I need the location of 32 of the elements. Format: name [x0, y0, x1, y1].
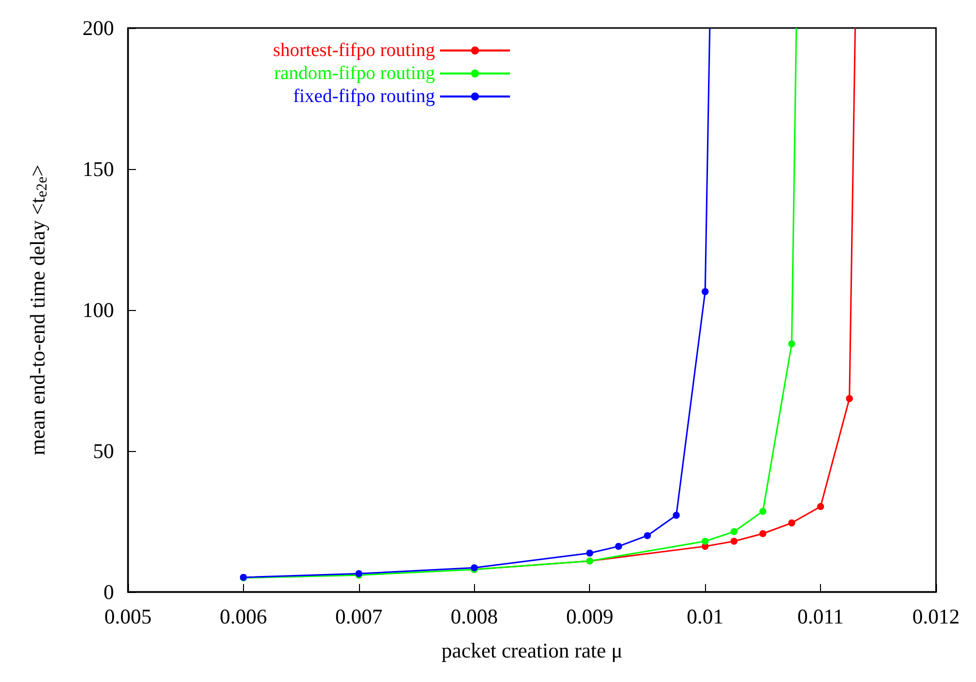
point: [759, 508, 766, 515]
legend-label: shortest-fifpo routing: [272, 40, 436, 61]
y-tick-label: 0: [104, 580, 114, 604]
y-axis-title: mean end-to-end time delay <te2e>: [26, 164, 50, 456]
x-tick-label: 0.011: [797, 604, 844, 628]
x-axis-title: packet creation rate μ: [442, 638, 622, 662]
x-tick-label: 0.009: [566, 604, 614, 628]
legend-label: random-fifpo routing: [274, 63, 436, 84]
point: [644, 532, 651, 540]
point: [730, 528, 738, 536]
point: [615, 542, 622, 550]
point: [817, 503, 824, 510]
x-tick-label: 0.006: [220, 604, 268, 628]
x-tick-label: 0.008: [450, 604, 498, 628]
x-tick-label: 0.005: [104, 604, 152, 628]
point: [702, 288, 709, 296]
point: [730, 538, 738, 545]
x-tick-label: 0.01: [686, 604, 724, 628]
point: [788, 340, 796, 348]
point: [846, 395, 853, 402]
point: [672, 512, 680, 519]
y-tick-label: 50: [93, 439, 114, 463]
y-tick-label: 150: [82, 157, 114, 181]
x-tick-label: 0.007: [335, 604, 382, 628]
point: [759, 530, 766, 538]
point: [702, 538, 709, 545]
y-tick-label: 200: [82, 16, 114, 40]
x-tick-label: 0.012: [912, 604, 960, 628]
point: [788, 519, 796, 526]
y-tick-label: 100: [82, 298, 114, 322]
legend-label: fixed-fifpo routing: [293, 86, 436, 107]
point: [586, 550, 594, 557]
